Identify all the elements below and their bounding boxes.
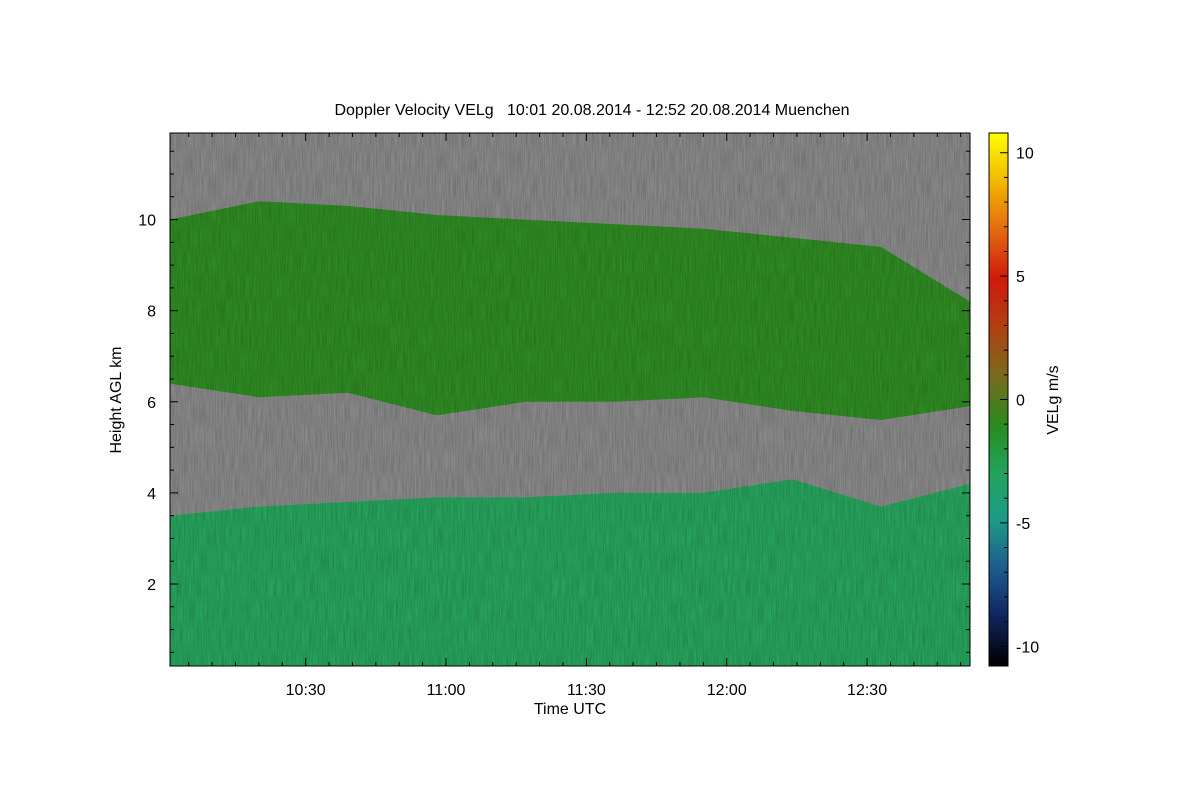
colorbar-tick-label: 10	[1016, 146, 1034, 163]
chart-title: Doppler Velocity VELg 10:01 20.08.2014 -…	[334, 102, 849, 119]
y-tick-label: 2	[147, 577, 156, 594]
y-tick-label: 8	[147, 304, 156, 321]
colorbar-tick-label: 5	[1016, 269, 1025, 286]
plot-area	[170, 133, 970, 666]
x-tick-label: 11:30	[567, 682, 606, 699]
x-axis-label: Time UTC	[534, 701, 606, 718]
colorbar-tick-label: -10	[1016, 639, 1039, 656]
y-axis: 2 4 6 8 10	[138, 150, 970, 653]
x-tick-label: 12:30	[847, 682, 887, 699]
x-tick-label: 12:00	[707, 682, 747, 699]
x-tick-label: 11:00	[427, 682, 466, 699]
plot-frame	[169, 132, 971, 667]
y-tick-label: 4	[147, 486, 156, 503]
x-tick-label: 10:30	[286, 682, 326, 699]
colorbar-tick-label: -5	[1016, 516, 1030, 533]
colorbar-label: VELg m/s	[1045, 365, 1062, 434]
colorbar-axis: 10 5 0 -5 -10	[1000, 146, 1039, 656]
y-tick-label: 6	[147, 395, 156, 412]
texture-overlay	[170, 133, 970, 666]
x-axis: 10:30 11:00 11:30 12:00 12:30	[188, 133, 962, 699]
y-tick-label: 10	[138, 213, 156, 230]
y-axis-label: Height AGL km	[108, 346, 125, 453]
colorbar-tick-label: 0	[1016, 393, 1025, 410]
